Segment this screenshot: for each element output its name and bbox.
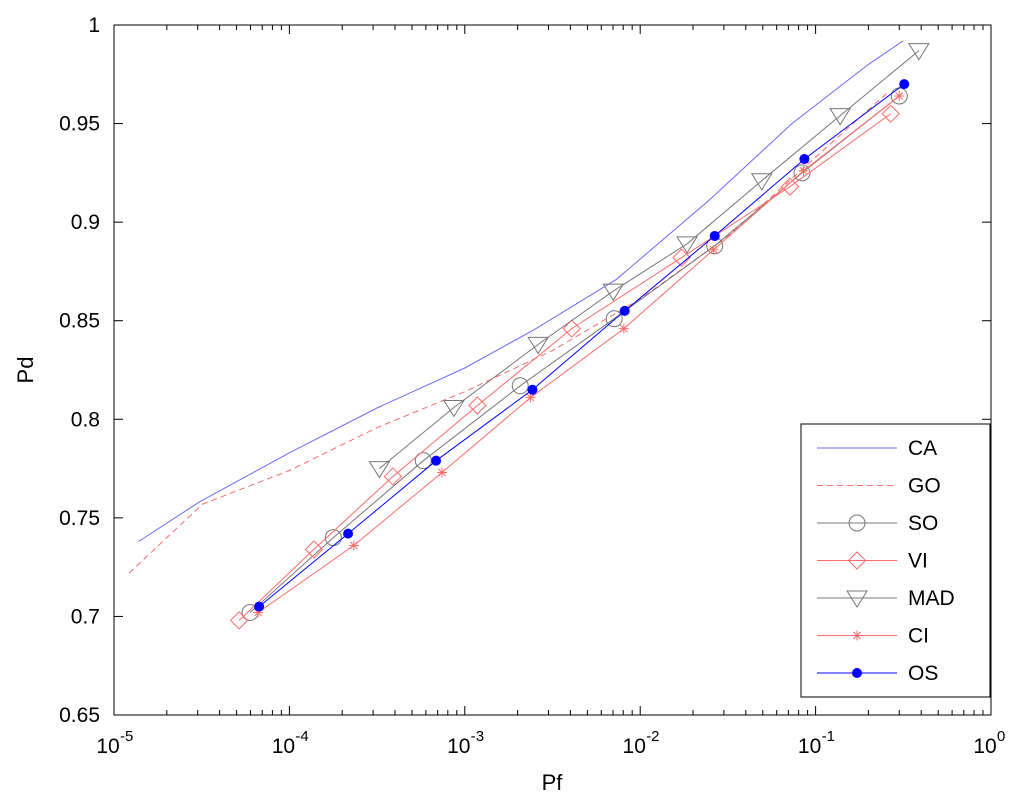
- y-tick-label: 0.9: [71, 211, 100, 234]
- x-tick-base: 10: [272, 735, 295, 758]
- legend-label: SO: [908, 512, 938, 535]
- x-tick-exponent: -5: [120, 728, 133, 745]
- data-point: [899, 79, 910, 90]
- x-tick-labels: 10 -5 10 -4 10 -3 10 -2 10 -1 10 0: [96, 728, 1005, 758]
- x-tick-base: 10: [973, 735, 996, 758]
- data-point: [798, 165, 809, 176]
- series-os: [254, 79, 910, 612]
- x-tick-base: 10: [798, 735, 821, 758]
- data-point: [431, 455, 442, 466]
- data-point: [229, 611, 249, 630]
- data-point: [343, 528, 354, 539]
- legend-item: CI: [817, 625, 929, 648]
- x-axis-label: Pf: [542, 770, 564, 795]
- data-point: [605, 310, 623, 328]
- y-tick-label: 0.65: [59, 704, 100, 727]
- data-point: [894, 90, 905, 101]
- legend-label: MAD: [908, 587, 955, 610]
- data-point: [852, 630, 862, 641]
- data-point: [254, 601, 265, 612]
- x-tick-base: 10: [447, 735, 470, 758]
- y-tick-label: 0.85: [59, 310, 100, 333]
- data-point: [799, 154, 810, 165]
- data-point: [527, 336, 550, 355]
- legend-item: GO: [817, 475, 941, 498]
- data-point: [562, 319, 581, 338]
- data-point: [511, 377, 529, 395]
- series-mad: [368, 43, 930, 479]
- legend-item: MAD: [817, 587, 955, 610]
- data-point: [852, 668, 862, 678]
- series-ca: [138, 40, 904, 542]
- y-tick-label: 1: [88, 14, 100, 37]
- data-point: [708, 244, 719, 255]
- x-tick-label: 10 0: [973, 728, 1005, 758]
- data-point: [436, 467, 447, 478]
- data-point: [881, 104, 900, 123]
- legend-item: VI: [817, 550, 928, 573]
- x-tick-label: 10 -2: [623, 728, 660, 758]
- data-point: [793, 164, 811, 182]
- data-point: [676, 236, 698, 254]
- data-point: [468, 396, 487, 415]
- x-tick-base: 10: [623, 735, 646, 758]
- series-line: [257, 95, 900, 613]
- legend-item: SO: [817, 512, 938, 535]
- data-point: [780, 177, 800, 196]
- x-tick-label: 10 -5: [96, 728, 133, 758]
- data-point: [848, 514, 866, 532]
- data-point: [907, 43, 930, 61]
- y-tick-labels: 0.65 0.7 0.75 0.8 0.85 0.9 0.95 1: [59, 14, 100, 727]
- legend-label: GO: [908, 475, 941, 498]
- x-tick-label: 10 -1: [798, 728, 835, 758]
- legend-label: CA: [908, 437, 937, 460]
- series-line: [128, 91, 889, 574]
- data-point: [443, 399, 465, 418]
- data-point: [619, 305, 630, 316]
- legend-item: OS: [817, 662, 938, 685]
- series-line: [138, 40, 904, 542]
- data-point: [368, 461, 391, 479]
- series-go: [128, 91, 889, 574]
- y-tick-label: 0.7: [71, 605, 100, 628]
- data-point: [847, 551, 867, 570]
- legend-item: CA: [817, 437, 937, 460]
- legend-label: VI: [908, 550, 928, 573]
- series-line: [379, 50, 920, 469]
- legend-label: CI: [908, 625, 929, 648]
- x-tick-exponent: -2: [646, 728, 659, 745]
- y-axis-label: Pd: [13, 357, 38, 384]
- x-tick-label: 10 -4: [272, 728, 309, 758]
- series-line: [258, 83, 905, 607]
- data-point: [672, 248, 691, 267]
- data-point: [709, 230, 720, 241]
- data-point: [348, 540, 359, 551]
- x-tick-exponent: -1: [822, 728, 835, 745]
- series-layer: [128, 40, 930, 630]
- y-tick-label: 0.8: [71, 408, 100, 431]
- data-point: [525, 392, 536, 403]
- legend-label: OS: [908, 662, 938, 685]
- x-tick-exponent: -4: [295, 728, 308, 745]
- data-point: [602, 283, 625, 302]
- data-point: [829, 108, 852, 126]
- data-point: [750, 173, 773, 191]
- data-point: [846, 590, 868, 608]
- data-point: [383, 467, 403, 486]
- x-tick-exponent: 0: [997, 728, 1005, 745]
- y-tick-label: 0.95: [59, 113, 100, 136]
- y-tick-label: 0.75: [59, 507, 100, 530]
- data-point: [618, 323, 629, 334]
- x-tick-base: 10: [96, 735, 119, 758]
- legend: CA GO SO VI MAD CI OS: [800, 423, 991, 698]
- x-tick-exponent: -3: [471, 728, 484, 745]
- data-point: [527, 384, 538, 395]
- data-point: [304, 540, 324, 559]
- x-tick-label: 10 -3: [447, 728, 484, 758]
- axis-ticks: [113, 24, 992, 716]
